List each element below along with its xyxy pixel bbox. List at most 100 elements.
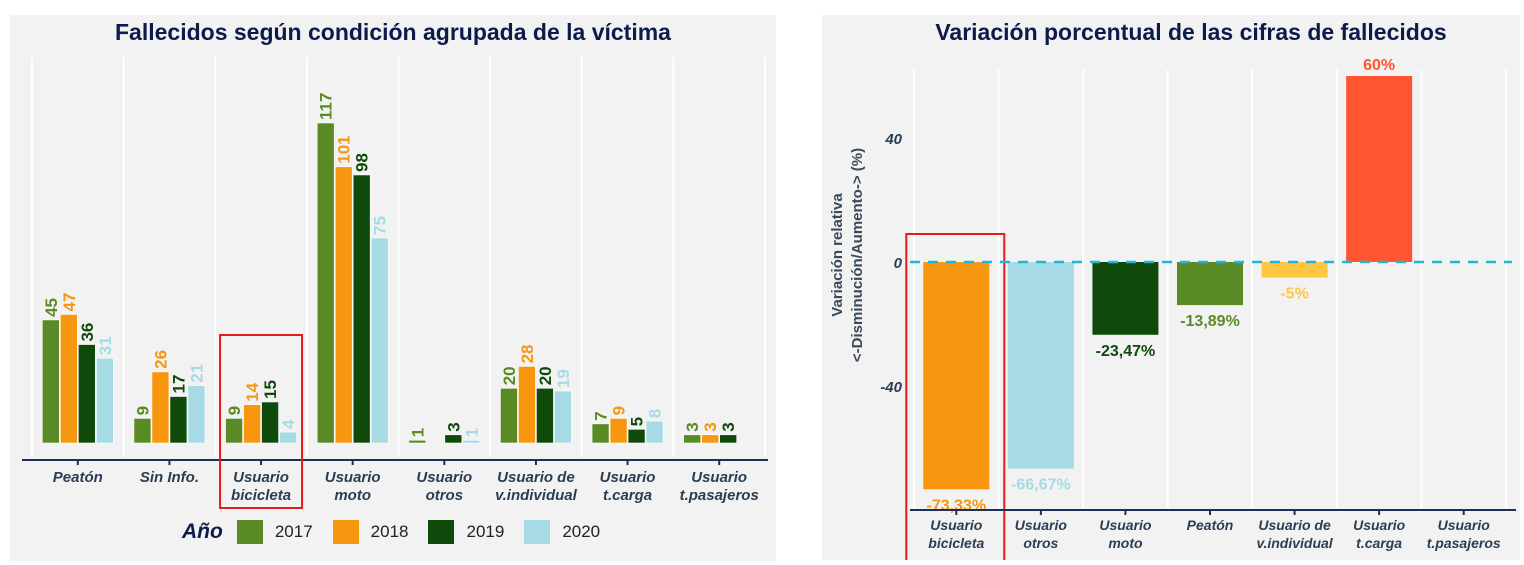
data-label: -5% xyxy=(1280,286,1308,303)
bar xyxy=(1092,262,1159,335)
bar xyxy=(1177,262,1243,306)
x-tick-label: otros xyxy=(1023,535,1058,551)
bar-2019 xyxy=(169,396,188,444)
highlight-box xyxy=(905,233,1006,560)
data-label-2020: 19 xyxy=(554,369,573,388)
data-label-2018: 28 xyxy=(518,344,537,363)
bar-2020 xyxy=(370,237,389,444)
data-label-2020: 8 xyxy=(646,409,665,418)
x-tick-label: t.pasajeros xyxy=(1427,535,1501,551)
x-tick-label: Usuario de xyxy=(497,469,575,486)
data-label-2017: 3 xyxy=(683,422,702,431)
left-chart-legend: Año 2017 2018 2019 2020 xyxy=(182,520,620,544)
legend-label-2017: 2017 xyxy=(274,522,313,541)
data-label-2017: 20 xyxy=(500,366,519,385)
data-label-2019: 3 xyxy=(444,422,463,431)
data-label-2020: 1 xyxy=(462,428,481,437)
data-label-2019: 98 xyxy=(353,153,372,172)
x-tick-label: moto xyxy=(1108,535,1143,551)
x-tick-label: Sin Info. xyxy=(140,469,199,486)
bar-2017 xyxy=(42,319,60,444)
y-axis-label: Variación relativa xyxy=(829,193,846,317)
x-tick-label: Usuario de xyxy=(1258,517,1331,533)
bar-2020 xyxy=(554,390,572,444)
bar-2018 xyxy=(518,366,536,444)
bar xyxy=(923,262,990,490)
legend-swatch-2020 xyxy=(524,520,551,544)
bar-2017 xyxy=(408,439,427,444)
data-label-2020: 75 xyxy=(371,216,390,235)
data-label-2019: 15 xyxy=(261,380,280,399)
bar-2018 xyxy=(243,404,261,444)
bar xyxy=(1346,76,1413,262)
data-label-2018: 3 xyxy=(701,422,720,431)
x-tick-label: Usuario xyxy=(1099,517,1152,533)
bar-2017 xyxy=(683,434,701,444)
bar-2019 xyxy=(627,429,646,444)
left-chart-panel: Fallecidos según condición agrupada de l… xyxy=(10,15,776,561)
bar-2019 xyxy=(78,344,96,444)
bar-2020 xyxy=(96,357,114,444)
data-label-2020: 31 xyxy=(96,336,115,355)
bar-2019 xyxy=(352,174,371,444)
legend-label-2018: 2018 xyxy=(370,522,409,541)
legend-swatch-2019 xyxy=(428,520,455,544)
x-tick-label: t.carga xyxy=(1356,535,1402,551)
x-tick-label: Usuario xyxy=(233,469,289,486)
bar-2017 xyxy=(316,122,335,444)
legend-label-2019: 2019 xyxy=(466,522,505,541)
data-label-2019: 3 xyxy=(719,422,738,431)
x-tick-label: Usuario xyxy=(325,469,381,486)
data-label-2019: 5 xyxy=(628,417,647,426)
right-chart-svg: -40 0 40 Variación relativa <-Disminución/Au… xyxy=(829,57,1516,560)
data-label-2018: 47 xyxy=(60,293,79,312)
data-label-2018: 101 xyxy=(335,135,354,163)
x-tick-label: Usuario xyxy=(1353,517,1406,533)
right-chart-title: Variación porcentual de las cifras de fa… xyxy=(935,19,1447,45)
x-tick-label: Usuario xyxy=(691,469,747,486)
bar-2019 xyxy=(261,401,279,444)
bar-2018 xyxy=(701,434,719,444)
data-label-2020: 4 xyxy=(279,419,298,429)
data-label-2019: 20 xyxy=(536,366,555,385)
bar-2020 xyxy=(187,385,206,444)
data-label: -66,67% xyxy=(1011,477,1071,494)
data-label-2017: 117 xyxy=(317,93,336,120)
x-tick-label: otros xyxy=(426,487,464,504)
y-tick-label: 40 xyxy=(884,131,902,148)
data-label: 60% xyxy=(1363,57,1395,74)
legend-label-2020: 2020 xyxy=(562,522,601,541)
y-tick-label: 0 xyxy=(894,255,903,272)
left-chart-title: Fallecidos según condición agrupada de l… xyxy=(115,19,671,45)
x-tick-label: Peatón xyxy=(1187,517,1234,533)
x-tick-label: Usuario xyxy=(930,517,983,533)
legend-swatch-2018 xyxy=(332,520,359,544)
x-tick-label: moto xyxy=(334,487,371,504)
bar-2019 xyxy=(719,434,737,444)
x-tick-label: Usuario xyxy=(416,469,472,486)
bar xyxy=(1007,262,1074,469)
data-label-2019: 36 xyxy=(78,323,97,342)
right-chart-panel: Variación porcentual de las cifras de fa… xyxy=(822,15,1520,560)
x-tick-label: Usuario xyxy=(1015,517,1068,533)
bar-2020 xyxy=(645,420,664,444)
bar-2017 xyxy=(133,418,152,444)
data-label-2019: 17 xyxy=(169,375,188,394)
data-label-2017: 45 xyxy=(42,298,61,317)
data-label: -13,89% xyxy=(1180,313,1240,330)
data-label-2017: 7 xyxy=(592,411,611,420)
bar-2019 xyxy=(536,387,554,444)
y-axis-label: <-Disminución/Aumento-> (%) xyxy=(849,148,866,362)
legend-swatch-2017 xyxy=(236,520,263,544)
x-tick-label: Peatón xyxy=(53,469,103,486)
y-tick-label: -40 xyxy=(880,379,902,396)
data-label-2020: 21 xyxy=(187,364,206,383)
bar-2020 xyxy=(462,439,481,444)
bar-2018 xyxy=(151,371,170,444)
data-label-2017: 9 xyxy=(225,406,244,415)
data-label-2018: 26 xyxy=(151,350,170,369)
x-tick-label: t.pasajeros xyxy=(680,487,759,504)
bar-2019 xyxy=(444,434,463,444)
bar xyxy=(1261,262,1328,278)
